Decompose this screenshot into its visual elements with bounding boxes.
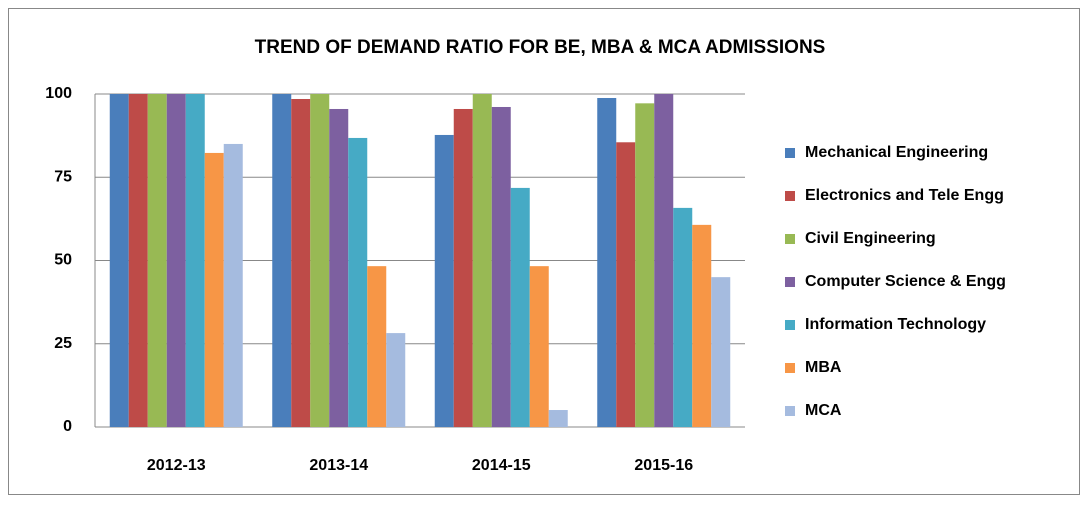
bar	[654, 94, 674, 427]
bar	[673, 207, 693, 427]
x-tick-label: 2013-14	[309, 457, 368, 474]
bar	[453, 108, 473, 428]
bar	[291, 98, 311, 428]
legend-label: Information Technology	[805, 316, 986, 333]
bar	[472, 94, 492, 427]
bar	[185, 94, 205, 427]
legend-label: MBA	[805, 359, 842, 376]
legend-label: Mechanical Engineering	[805, 144, 988, 161]
bar	[692, 224, 712, 427]
bar	[510, 187, 530, 427]
legend-swatch	[785, 148, 795, 158]
bar	[367, 266, 387, 427]
legend-label: MCA	[805, 402, 842, 419]
x-tick-label: 2014-15	[472, 457, 531, 474]
bar	[310, 94, 330, 427]
legend-swatch	[785, 277, 795, 287]
bar	[223, 143, 243, 427]
legend-label: Civil Engineering	[805, 230, 936, 247]
bar	[386, 333, 406, 427]
x-tick-label: 2015-16	[634, 457, 693, 474]
legend-label: Computer Science & Engg	[805, 273, 1006, 290]
legend-swatch	[785, 406, 795, 416]
y-tick-label: 0	[63, 418, 72, 435]
y-tick-label: 100	[45, 85, 72, 102]
legend-swatch	[785, 320, 795, 330]
bar	[204, 152, 224, 428]
bar	[166, 94, 186, 427]
y-tick-label: 50	[54, 252, 72, 269]
bar	[548, 410, 568, 427]
bar	[434, 134, 454, 428]
bar	[616, 142, 636, 427]
bar	[635, 103, 655, 427]
bar	[272, 94, 292, 427]
bar	[529, 266, 549, 427]
legend-swatch	[785, 191, 795, 201]
bar	[597, 97, 617, 427]
legend-swatch	[785, 234, 795, 244]
legend-label: Electronics and Tele Engg	[805, 187, 1004, 204]
y-tick-label: 75	[54, 168, 72, 185]
bar	[147, 94, 167, 427]
bar	[329, 108, 349, 428]
x-tick-label: 2012-13	[147, 457, 206, 474]
bar	[711, 277, 731, 427]
y-tick-label: 25	[54, 335, 72, 352]
bar	[348, 137, 368, 427]
chart-title: TREND OF DEMAND RATIO FOR BE, MBA & MCA …	[255, 37, 826, 58]
bar	[109, 94, 129, 427]
bar	[491, 106, 511, 427]
legend-swatch	[785, 363, 795, 373]
bar	[128, 94, 148, 427]
